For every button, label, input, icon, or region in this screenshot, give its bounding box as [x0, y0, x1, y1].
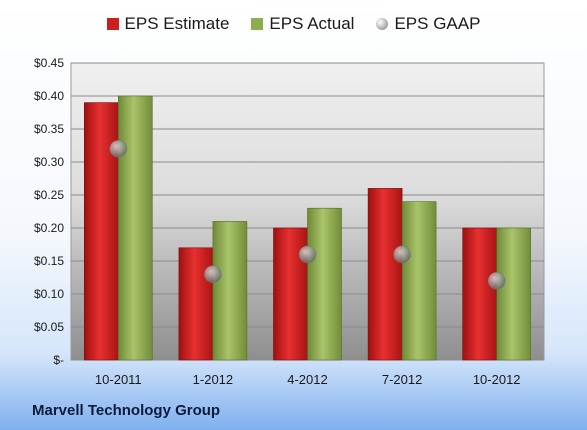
x-tick-label: 10-2011	[95, 372, 142, 387]
bar-eps-actual	[307, 207, 342, 361]
y-tick-label: $0.30	[34, 155, 64, 169]
y-tick-label: $0.40	[34, 89, 64, 103]
y-tick-label: $0.10	[34, 287, 64, 301]
legend-label-actual: EPS Actual	[269, 14, 355, 33]
marker-eps-gaap	[487, 272, 506, 290]
legend-swatch-actual	[251, 18, 264, 30]
bar-eps-actual	[212, 221, 248, 361]
legend-item-estimate: EPS Estimate	[106, 14, 230, 34]
legend-swatch-gaap	[376, 18, 389, 30]
y-tick-label: $0.25	[34, 188, 64, 202]
x-tick-label: 1-2012	[193, 372, 233, 387]
y-tick-label: $0.20	[34, 221, 64, 235]
x-tick-label: 7-2012	[382, 372, 422, 387]
x-tick-label: 10-2012	[473, 372, 521, 387]
bar-eps-estimate	[84, 102, 119, 361]
legend-label-gaap: EPS GAAP	[394, 14, 481, 33]
legend-item-gaap: EPS GAAP	[376, 14, 480, 34]
bar-eps-actual	[401, 201, 437, 361]
bar-eps-estimate	[462, 227, 498, 361]
y-tick-label: $-	[53, 353, 64, 367]
legend: EPS Estimate EPS Actual EPS GAAP	[0, 14, 587, 34]
bar-eps-actual	[496, 227, 532, 361]
x-tick-label: 4-2012	[287, 372, 327, 387]
y-tick-label: $0.35	[34, 122, 64, 136]
marker-eps-gaap	[109, 140, 128, 158]
legend-swatch-estimate	[106, 18, 119, 30]
bar-eps-actual	[118, 95, 153, 361]
marker-eps-gaap	[393, 245, 411, 264]
y-tick-label: $0.05	[34, 320, 64, 334]
bar-eps-estimate	[178, 247, 214, 361]
y-tick-label: $0.15	[34, 254, 64, 268]
company-name: Marvell Technology Group	[32, 402, 221, 419]
marker-eps-gaap	[204, 265, 222, 283]
legend-item-actual: EPS Actual	[251, 14, 354, 34]
marker-eps-gaap	[298, 245, 317, 264]
bar-eps-estimate	[367, 188, 403, 361]
legend-label-estimate: EPS Estimate	[124, 14, 230, 33]
y-tick-label: $0.45	[34, 56, 64, 70]
